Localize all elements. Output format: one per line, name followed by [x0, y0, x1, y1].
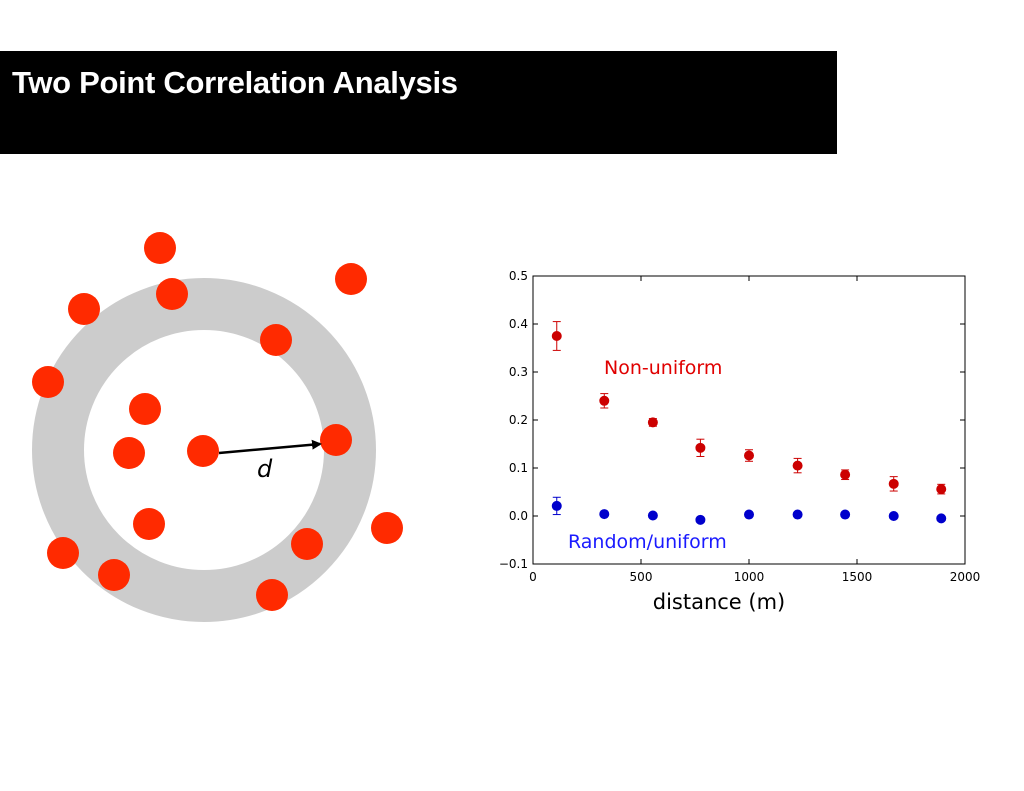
y-tick-label: 0.1 [509, 461, 528, 475]
point-non-uniform [551, 331, 562, 341]
point-non-uniform [744, 450, 754, 461]
slide-title: Two Point Correlation Analysis [12, 65, 458, 100]
point-non-uniform [936, 484, 947, 495]
data-point [156, 278, 188, 310]
data-point [47, 537, 79, 569]
point-random-uniform [792, 509, 803, 520]
data-point [335, 263, 367, 295]
x-axis-label: distance (m) [653, 590, 786, 614]
correlation-chart: 0 500 1000 1500 2000 −0.1 0.0 0.1 0.2 0.3 0.4 0.5 d… [499, 269, 981, 614]
y-tick-label: −0.1 [499, 557, 528, 571]
data-point [113, 437, 145, 469]
point-non-uniform [840, 469, 851, 480]
distance-label: d [257, 455, 273, 483]
point-non-uniform [599, 395, 610, 406]
point-non-uniform [792, 460, 803, 471]
x-tick-label: 0 [529, 570, 537, 584]
neighborhood-ring [32, 278, 376, 622]
data-point [68, 293, 100, 325]
y-tick-label: 0.4 [509, 317, 528, 331]
y-tick-label: 0.3 [509, 365, 528, 379]
data-point [144, 232, 176, 264]
data-point [32, 366, 64, 398]
x-tick-label: 500 [630, 570, 653, 584]
series-label-non-uniform: Non-uniform [604, 357, 722, 379]
data-point [256, 579, 288, 611]
point-random-uniform [888, 511, 899, 521]
y-tick-label: 0.0 [509, 509, 528, 523]
y-tick-label: 0.5 [509, 269, 528, 283]
point-random-uniform [744, 509, 754, 520]
data-point [129, 393, 161, 425]
data-point [371, 512, 403, 544]
title-bar: Two Point Correlation Analysis [0, 51, 837, 154]
point-random-uniform [647, 510, 658, 521]
x-tick-label: 1000 [734, 570, 765, 584]
data-point [98, 559, 130, 591]
distance-arrow [218, 439, 322, 455]
point-non-uniform [647, 417, 658, 428]
x-tick-label: 1500 [842, 570, 873, 584]
point-random-uniform [936, 513, 947, 524]
point-non-uniform [888, 478, 899, 489]
point-random-uniform [551, 500, 562, 511]
point-random-uniform [695, 514, 706, 525]
plot-frame [532, 275, 966, 565]
point-random-uniform [840, 509, 851, 520]
data-point [133, 508, 165, 540]
data-point [320, 424, 352, 456]
neighborhood-diagram: d [32, 232, 403, 622]
series-label-random-uniform: Random/uniform [568, 531, 727, 553]
point-random-uniform [599, 509, 610, 520]
center-point [187, 435, 219, 467]
data-point [291, 528, 323, 560]
x-tick-label: 2000 [950, 570, 981, 584]
data-point [260, 324, 292, 356]
y-tick-label: 0.2 [509, 413, 528, 427]
point-non-uniform [695, 442, 706, 453]
